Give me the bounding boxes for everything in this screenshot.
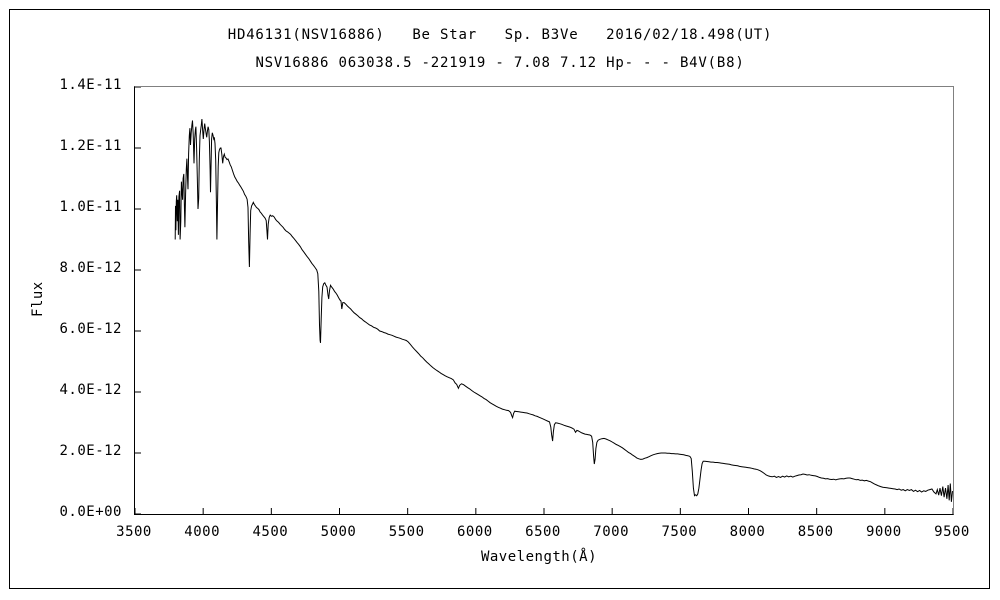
y-tick-label: 0.0E+00: [59, 504, 122, 520]
y-tick-label: 1.2E-11: [59, 138, 122, 154]
x-tick-label: 6500: [525, 524, 561, 540]
x-tick-label: 5000: [320, 524, 357, 540]
x-tick-label: 8000: [729, 524, 766, 540]
spectrum-svg: [135, 87, 953, 514]
y-tick-label: 4.0E-12: [59, 382, 122, 398]
x-tick-label: 8500: [797, 524, 834, 540]
y-tick-label: 8.0E-12: [59, 260, 122, 276]
y-tick-label: 2.0E-12: [59, 443, 122, 459]
x-tick-label: 6000: [456, 524, 493, 540]
x-tick-label: 3500: [116, 524, 152, 540]
spectrum-line: [174, 118, 953, 502]
plot-area: [134, 86, 954, 515]
x-axis-title: Wavelength(Å): [480, 549, 598, 565]
y-tick-label: 1.4E-11: [59, 77, 122, 93]
y-tick-label: 6.0E-12: [59, 321, 122, 337]
x-tick-label: 9000: [865, 524, 902, 540]
x-tick-label: 7500: [661, 524, 698, 540]
y-axis-title: Flux: [30, 281, 46, 317]
x-tick-label: 4500: [252, 524, 289, 540]
x-tick-label: 7000: [593, 524, 630, 540]
x-tick-label: 4000: [184, 524, 221, 540]
chart-title: HD46131(NSV16886) Be Star Sp. B3Ve 2016/…: [227, 27, 773, 43]
x-tick-label: 9500: [934, 524, 970, 540]
x-tick-label: 5500: [388, 524, 425, 540]
y-tick-label: 1.0E-11: [59, 199, 122, 215]
chart-subtitle: NSV16886 063038.5 -221919 - 7.08 7.12 Hp…: [255, 55, 745, 71]
